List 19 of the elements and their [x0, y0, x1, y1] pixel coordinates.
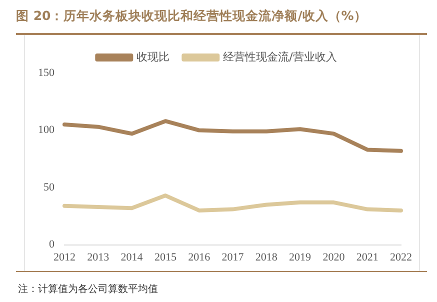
- x-tick-label: 2020: [322, 251, 346, 264]
- y-tick-label: 50: [44, 181, 55, 194]
- x-tick-label: 2015: [154, 251, 177, 264]
- x-tick-label: 2013: [87, 251, 110, 264]
- legend-label: 经营性现金流/营业收入: [223, 50, 337, 64]
- y-tick-label: 100: [38, 124, 55, 136]
- x-tick-label: 2016: [188, 251, 211, 264]
- x-tick-label: 2019: [289, 251, 312, 264]
- legend-label: 收现比: [136, 50, 170, 64]
- y-tick-label: 150: [38, 66, 55, 79]
- y-tick-label: 0: [49, 238, 55, 251]
- chart-title: 图 20：历年水务板块收现比和经营性现金流净额/收入（%）: [16, 8, 367, 25]
- x-tick-label: 2018: [255, 251, 278, 264]
- x-tick-label: 2022: [390, 251, 412, 264]
- x-tick-label: 2012: [54, 251, 76, 264]
- text: 注：计算值为各公司算数平均值: [18, 282, 158, 296]
- x-tick-label: 2017: [222, 251, 244, 264]
- x-tick-label: 2014: [120, 251, 144, 264]
- x-tick-label: 2021: [356, 251, 378, 264]
